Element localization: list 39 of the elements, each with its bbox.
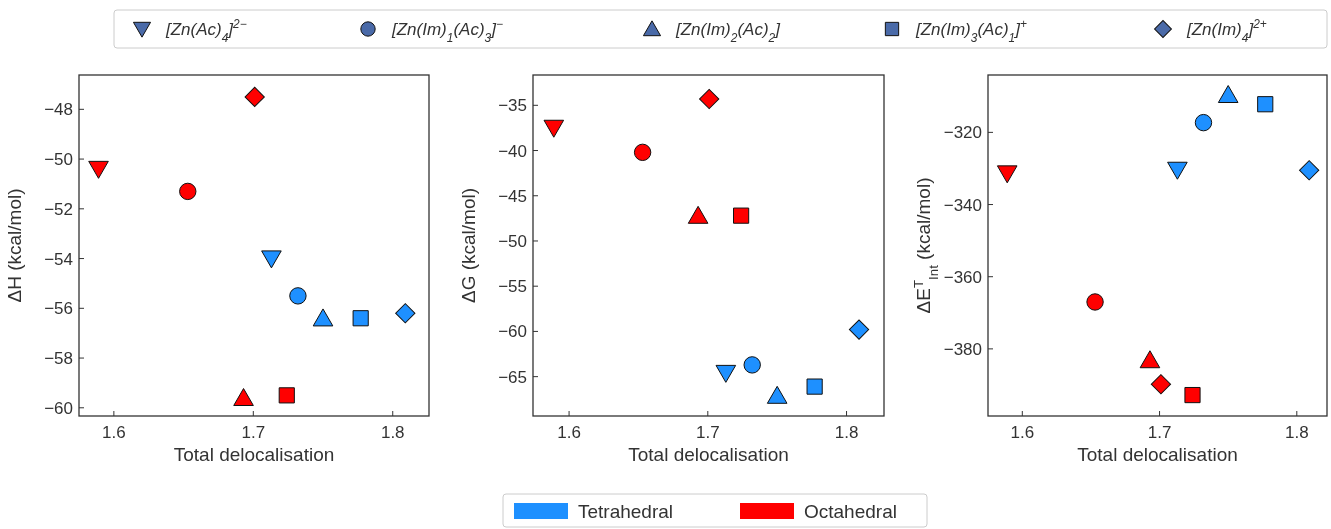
y-tick-label: −60 <box>498 322 527 342</box>
y-axis-title: ΔG (kcal/mol) <box>458 187 479 304</box>
y-tick-label: −52 <box>44 199 73 219</box>
y-tick-label: −45 <box>498 186 527 206</box>
x-tick-label: 1.6 <box>1010 423 1035 442</box>
category-label: [Zn(Im)$_{1}$(Ac)$_{3}$]$^{−}$ <box>391 17 503 45</box>
x-axis-title: Total delocalisation <box>173 444 335 465</box>
x-axis-title: Total delocalisation <box>628 444 789 465</box>
y-tick-label: −56 <box>44 299 73 319</box>
y-tick-label: −35 <box>498 96 527 116</box>
category-label: [Zn(Im)$_{4}$]$^{2+}$ <box>1186 17 1267 45</box>
y-tick-label: −58 <box>44 349 73 369</box>
y-tick-label: −65 <box>498 367 527 387</box>
category-label: Octahedral <box>804 501 897 522</box>
y-axis-title: ΔH (kcal/mol) <box>4 188 25 303</box>
y-tick-label: −54 <box>44 249 73 269</box>
x-tick-label: 1.8 <box>1284 423 1309 442</box>
y-tick-label: −360 <box>943 267 982 287</box>
y-tick-label: −48 <box>44 100 73 120</box>
y-tick-label: −55 <box>498 277 527 297</box>
y-tick-label: −320 <box>943 123 982 143</box>
y-tick-label: −60 <box>44 398 73 418</box>
x-tick-label: 1.8 <box>834 423 859 442</box>
x-tick-label: 1.6 <box>557 423 581 442</box>
category-label: [Zn(Im)$_{3}$(Ac)$_{1}$]$^{+}$ <box>915 17 1027 45</box>
x-tick-label: 1.8 <box>380 423 405 442</box>
y-tick-label: −380 <box>943 339 982 359</box>
x-tick-label: 1.7 <box>1147 423 1172 442</box>
y-tick-label: −50 <box>498 231 527 251</box>
y-tick-label: −40 <box>498 141 527 161</box>
category-label: [Zn(Ac)$_{4}$]$^{2−}$ <box>165 17 247 45</box>
x-tick-label: 1.7 <box>241 423 266 442</box>
category-label: [Zn(Im)$_{2}$(Ac)$_{2}$] <box>675 20 782 45</box>
x-tick-label: 1.7 <box>695 423 720 442</box>
x-axis-title: Total delocalisation <box>1077 444 1238 465</box>
y-tick-label: −50 <box>44 150 73 170</box>
y-tick-label: −340 <box>943 195 982 215</box>
x-tick-label: 1.6 <box>102 423 126 442</box>
category-label: Tetrahedral <box>578 501 674 522</box>
